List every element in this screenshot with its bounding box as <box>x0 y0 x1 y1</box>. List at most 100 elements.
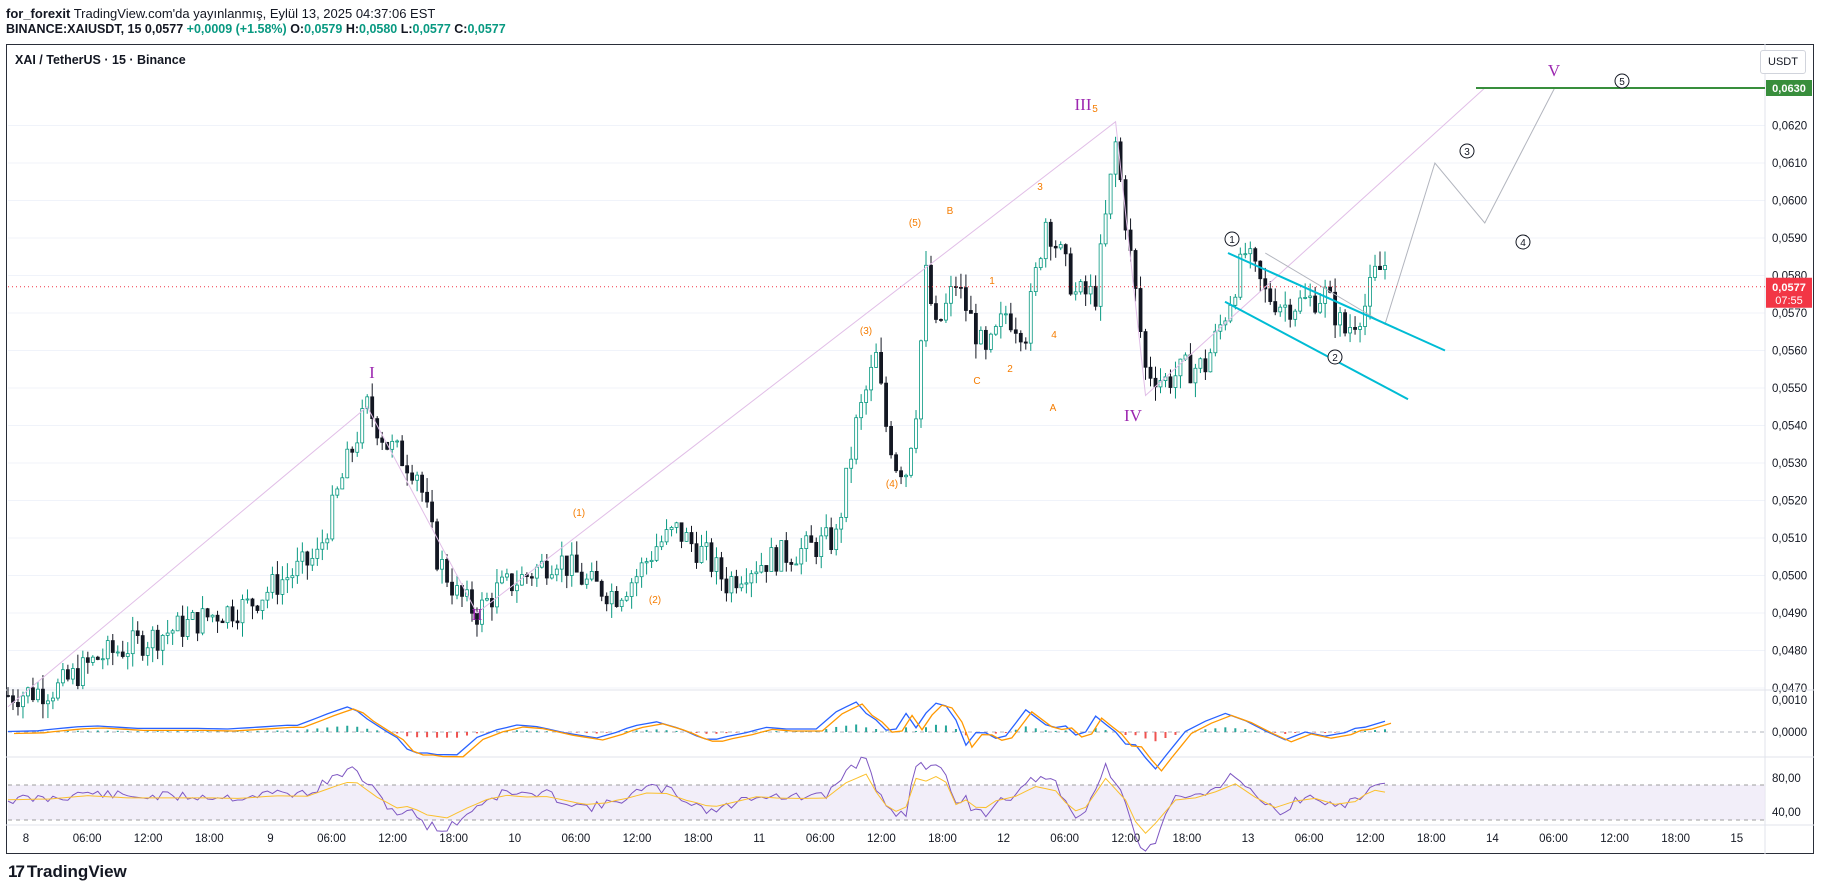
candle-body <box>939 319 943 321</box>
candle-body <box>110 640 115 653</box>
candle-body <box>759 565 764 573</box>
candle-body <box>125 653 130 657</box>
candle-body <box>619 599 624 607</box>
time-tick-label: 06:00 <box>1539 833 1568 845</box>
candle-body <box>929 264 933 304</box>
close-label: C: <box>454 22 468 36</box>
candle-body <box>31 687 35 701</box>
candle-body <box>669 527 674 530</box>
projection-circle <box>1515 234 1531 250</box>
last-price-label: 0,0577 <box>1772 282 1806 294</box>
candle-body <box>36 688 40 701</box>
time-tick-label: 18:00 <box>928 833 957 845</box>
candle-body <box>544 560 549 579</box>
candle-body <box>629 582 634 597</box>
candle-body <box>325 538 330 544</box>
wave-label-minor: 3 <box>1037 182 1043 193</box>
chart-frame <box>6 44 1814 854</box>
candle-body <box>100 658 105 661</box>
candle-body <box>1113 141 1118 175</box>
candle-body <box>220 620 225 624</box>
candle-body <box>365 396 370 409</box>
time-tick-label: 12:00 <box>134 833 163 845</box>
chart-legend-title: XAI / TetherUS · 15 · Binance <box>15 53 186 67</box>
candle-body <box>679 522 684 542</box>
candle-body <box>300 551 305 562</box>
candle-body <box>614 590 619 607</box>
candle-body <box>514 584 519 592</box>
wave-label-minor: (1) <box>573 508 585 519</box>
candle-body <box>265 591 270 601</box>
time-tick-label: 11 <box>753 833 765 845</box>
candle-body <box>395 440 400 443</box>
price-tick-label: 0,0600 <box>1772 196 1807 208</box>
candle-body <box>814 542 819 558</box>
candle-body <box>75 668 80 687</box>
candle-body <box>879 352 883 384</box>
candle-body <box>1213 330 1218 354</box>
candle-body <box>739 583 744 589</box>
candle-body <box>260 599 265 611</box>
candle-body <box>410 472 415 481</box>
candle-body <box>959 286 963 289</box>
candle-body <box>674 522 679 528</box>
candle-body <box>754 571 759 575</box>
candle-body <box>729 576 734 594</box>
time-tick-label: 12:00 <box>378 833 407 845</box>
rsi-line <box>7 756 1386 852</box>
candle-body <box>415 474 420 481</box>
candle-body <box>1148 366 1153 379</box>
candle-body <box>993 326 998 335</box>
low-value: 0,0577 <box>412 22 451 36</box>
candle-body <box>969 310 973 314</box>
time-tick-label: 12:00 <box>867 833 896 845</box>
candle-body <box>1023 341 1028 344</box>
candle-body <box>430 501 434 523</box>
wave-label-major: IV <box>1124 406 1143 425</box>
wave-label-major: III <box>1075 95 1092 114</box>
candle-body <box>1358 326 1362 330</box>
wave-line-major <box>7 87 1486 708</box>
projection-label: 2 <box>1332 353 1338 364</box>
candle-body <box>160 634 165 651</box>
candle-body <box>1083 281 1088 295</box>
wave-label-minor: C <box>973 376 980 387</box>
candle-body <box>1338 312 1342 326</box>
candle-body <box>839 516 844 530</box>
candle-body <box>654 546 659 561</box>
candle-body <box>115 651 120 654</box>
candle-body <box>1268 288 1273 302</box>
time-tick-label: 06:00 <box>73 833 102 845</box>
publisher-name: for_forexit <box>6 6 71 21</box>
projection-label: 5 <box>1619 77 1625 88</box>
projection-label: 1 <box>1229 235 1235 246</box>
price-tick-label: 0,0570 <box>1772 308 1807 320</box>
low-label: L: <box>400 22 413 36</box>
time-tick-label: 13 <box>1242 833 1255 845</box>
candle-body <box>51 697 55 702</box>
candle-body <box>859 402 864 419</box>
time-tick-label: 18:00 <box>195 833 224 845</box>
close-value: 0,0577 <box>467 22 506 36</box>
candle-body <box>579 571 584 585</box>
candle-body <box>1283 304 1288 308</box>
wave-label-minor: 2 <box>1007 364 1013 375</box>
candle-body <box>724 578 729 594</box>
candle-body <box>16 702 20 708</box>
candle-body <box>140 635 145 656</box>
candle-body <box>1043 221 1048 260</box>
candle-body <box>1068 253 1073 295</box>
time-tick-label: 12:00 <box>1111 833 1140 845</box>
candle-body <box>1353 327 1357 330</box>
currency-button[interactable]: USDT <box>1760 50 1806 74</box>
candle-body <box>270 574 275 593</box>
macd-tick-label: 0,0000 <box>1772 727 1807 739</box>
candle-body <box>1048 221 1053 247</box>
candle-body <box>150 629 155 649</box>
candle-body <box>634 576 639 584</box>
time-tick-label: 06:00 <box>317 833 346 845</box>
candle-body <box>500 576 504 584</box>
time-tick-label: 18:00 <box>1661 833 1690 845</box>
candle-body <box>1233 296 1238 306</box>
